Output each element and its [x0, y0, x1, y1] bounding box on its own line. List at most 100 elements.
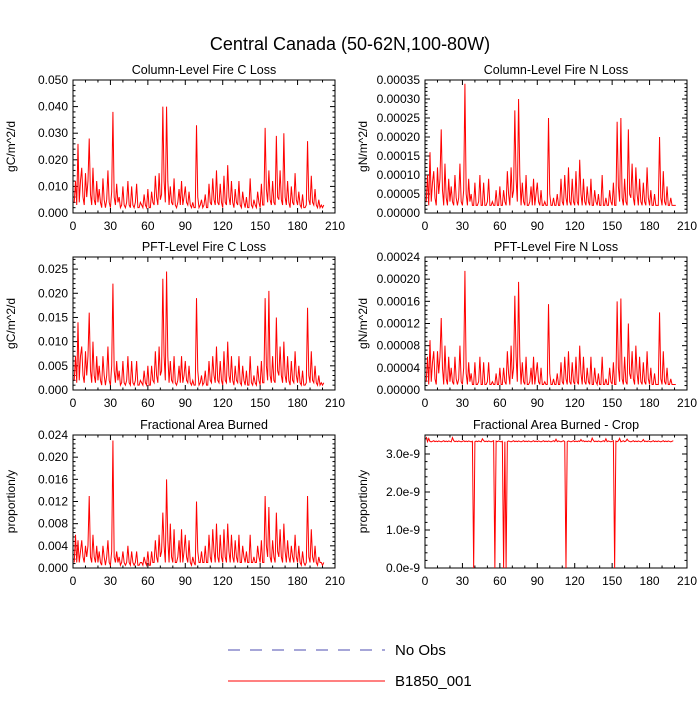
x-tick-label: 210: [677, 396, 697, 410]
y-tick-label: 0.050: [38, 73, 68, 87]
x-tick-label: 60: [141, 219, 155, 233]
y-tick-label: 0.000: [38, 383, 68, 397]
series-line-b1850_001: [425, 436, 674, 569]
y-tick-label: 0.016: [38, 472, 68, 486]
y-tick-label: 0.040: [38, 100, 68, 114]
chart-panel-3: PFT-Level Fire C Loss gC/m^2/d 0 30 60 90 120 1…: [4, 240, 345, 410]
x-tick-label: 30: [456, 219, 470, 233]
y-tick-label: 0.020: [38, 153, 68, 167]
x-tick-label: 180: [288, 574, 308, 588]
y-tick-label: 0.024: [38, 428, 68, 442]
x-tick-label: 150: [602, 219, 622, 233]
y-tick-label: 0.010: [38, 335, 68, 349]
plot-frame: [424, 434, 688, 569]
x-tick-label: 210: [677, 574, 697, 588]
series-line-b1850_001: [425, 83, 676, 206]
x-tick-label: 0: [422, 219, 429, 233]
x-tick-label: 120: [213, 219, 233, 233]
chart-panel-4: PFT-Level Fire N Loss gN/m^2/d 0 30 60 90 120 1…: [356, 240, 697, 410]
x-tick-label: 30: [456, 396, 470, 410]
y-axis-label: proportion/y: [356, 470, 370, 533]
series-line-b1850_001: [73, 271, 325, 388]
chart-panel-1: Column-Level Fire C Loss gC/m^2/d 0 30 60 90 1…: [4, 63, 345, 233]
x-tick-label: 90: [531, 396, 545, 410]
y-axis-label: gC/m^2/d: [4, 298, 18, 349]
y-tick-label: 0.0e-9: [386, 561, 420, 575]
chart-title: PFT-Level Fire N Loss: [494, 240, 618, 254]
series-line-b1850_001: [425, 270, 676, 387]
y-axis-label: gC/m^2/d: [4, 121, 18, 172]
y-tick-label: 0.00020: [377, 272, 421, 286]
x-tick-label: 210: [325, 219, 345, 233]
x-tick-label: 210: [325, 396, 345, 410]
y-tick-label: 0.00016: [377, 294, 421, 308]
x-tick-label: 0: [70, 396, 77, 410]
y-tick-label: 0.00035: [377, 73, 421, 87]
y-tick-label: 0.015: [38, 310, 68, 324]
y-tick-label: 0.008: [38, 517, 68, 531]
x-tick-label: 150: [602, 574, 622, 588]
y-tick-label: 0.00005: [377, 187, 421, 201]
chart-panel-2: Column-Level Fire N Loss gN/m^2/d 0 30 60 90 1…: [356, 63, 697, 233]
x-tick-label: 120: [565, 574, 585, 588]
y-tick-label: 0.00012: [377, 317, 421, 331]
y-tick-label: 0.00010: [377, 168, 421, 182]
chart-panel-5: Fractional Area Burned proportion/y 0 30 60 9…: [4, 418, 345, 588]
x-tick-label: 120: [565, 396, 585, 410]
y-tick-label: 0.00030: [377, 92, 421, 106]
chart-title: Column-Level Fire N Loss: [484, 63, 629, 77]
chart-title: Column-Level Fire C Loss: [132, 63, 277, 77]
x-tick-label: 180: [640, 574, 660, 588]
x-tick-label: 150: [250, 219, 270, 233]
x-tick-label: 60: [493, 396, 507, 410]
chart-panel-6: Fractional Area Burned - Crop proportion/…: [356, 418, 697, 588]
x-tick-label: 0: [70, 574, 77, 588]
x-tick-label: 90: [179, 219, 193, 233]
chart-title: Fractional Area Burned - Crop: [473, 418, 639, 432]
x-tick-label: 90: [179, 574, 193, 588]
x-tick-label: 60: [141, 574, 155, 588]
legend: No Obs B1850_001: [228, 642, 472, 690]
y-tick-label: 0.020: [38, 450, 68, 464]
y-tick-label: 0.012: [38, 495, 68, 509]
x-tick-label: 30: [456, 574, 470, 588]
y-tick-label: 0.000: [38, 561, 68, 575]
series-line-b1850_001: [73, 106, 325, 210]
y-tick-label: 0.00020: [377, 130, 421, 144]
y-tick-label: 0.005: [38, 359, 68, 373]
y-axis-label: proportion/y: [4, 470, 18, 533]
x-tick-label: 150: [602, 396, 622, 410]
x-tick-label: 0: [422, 396, 429, 410]
chart-title: PFT-Level Fire C Loss: [142, 240, 266, 254]
y-tick-label: 0.00000: [377, 383, 421, 397]
y-tick-label: 0.00000: [377, 206, 421, 220]
x-tick-label: 60: [493, 219, 507, 233]
y-tick-label: 2.0e-9: [386, 485, 420, 499]
x-tick-label: 210: [677, 219, 697, 233]
x-tick-label: 120: [565, 219, 585, 233]
x-tick-label: 30: [104, 396, 118, 410]
series-line-b1850_001: [73, 440, 325, 568]
x-tick-label: 180: [288, 219, 308, 233]
y-tick-label: 0.00025: [377, 111, 421, 125]
x-tick-label: 30: [104, 219, 118, 233]
plot-frame: [424, 79, 688, 214]
x-tick-label: 60: [493, 574, 507, 588]
x-tick-label: 180: [640, 219, 660, 233]
x-tick-label: 180: [640, 396, 660, 410]
x-tick-label: 210: [325, 574, 345, 588]
y-tick-label: 0.020: [38, 286, 68, 300]
x-tick-label: 180: [288, 396, 308, 410]
chart-title: Fractional Area Burned: [140, 418, 268, 432]
x-tick-label: 120: [213, 574, 233, 588]
plot-frame: [72, 79, 336, 214]
legend-label-b1850: B1850_001: [395, 673, 472, 690]
plot-frame: [72, 256, 336, 391]
x-tick-label: 60: [141, 396, 155, 410]
y-tick-label: 0.00004: [377, 361, 421, 375]
y-tick-label: 0.00008: [377, 339, 421, 353]
y-axis-label: gN/m^2/d: [356, 298, 370, 349]
y-tick-label: 0.00015: [377, 149, 421, 163]
